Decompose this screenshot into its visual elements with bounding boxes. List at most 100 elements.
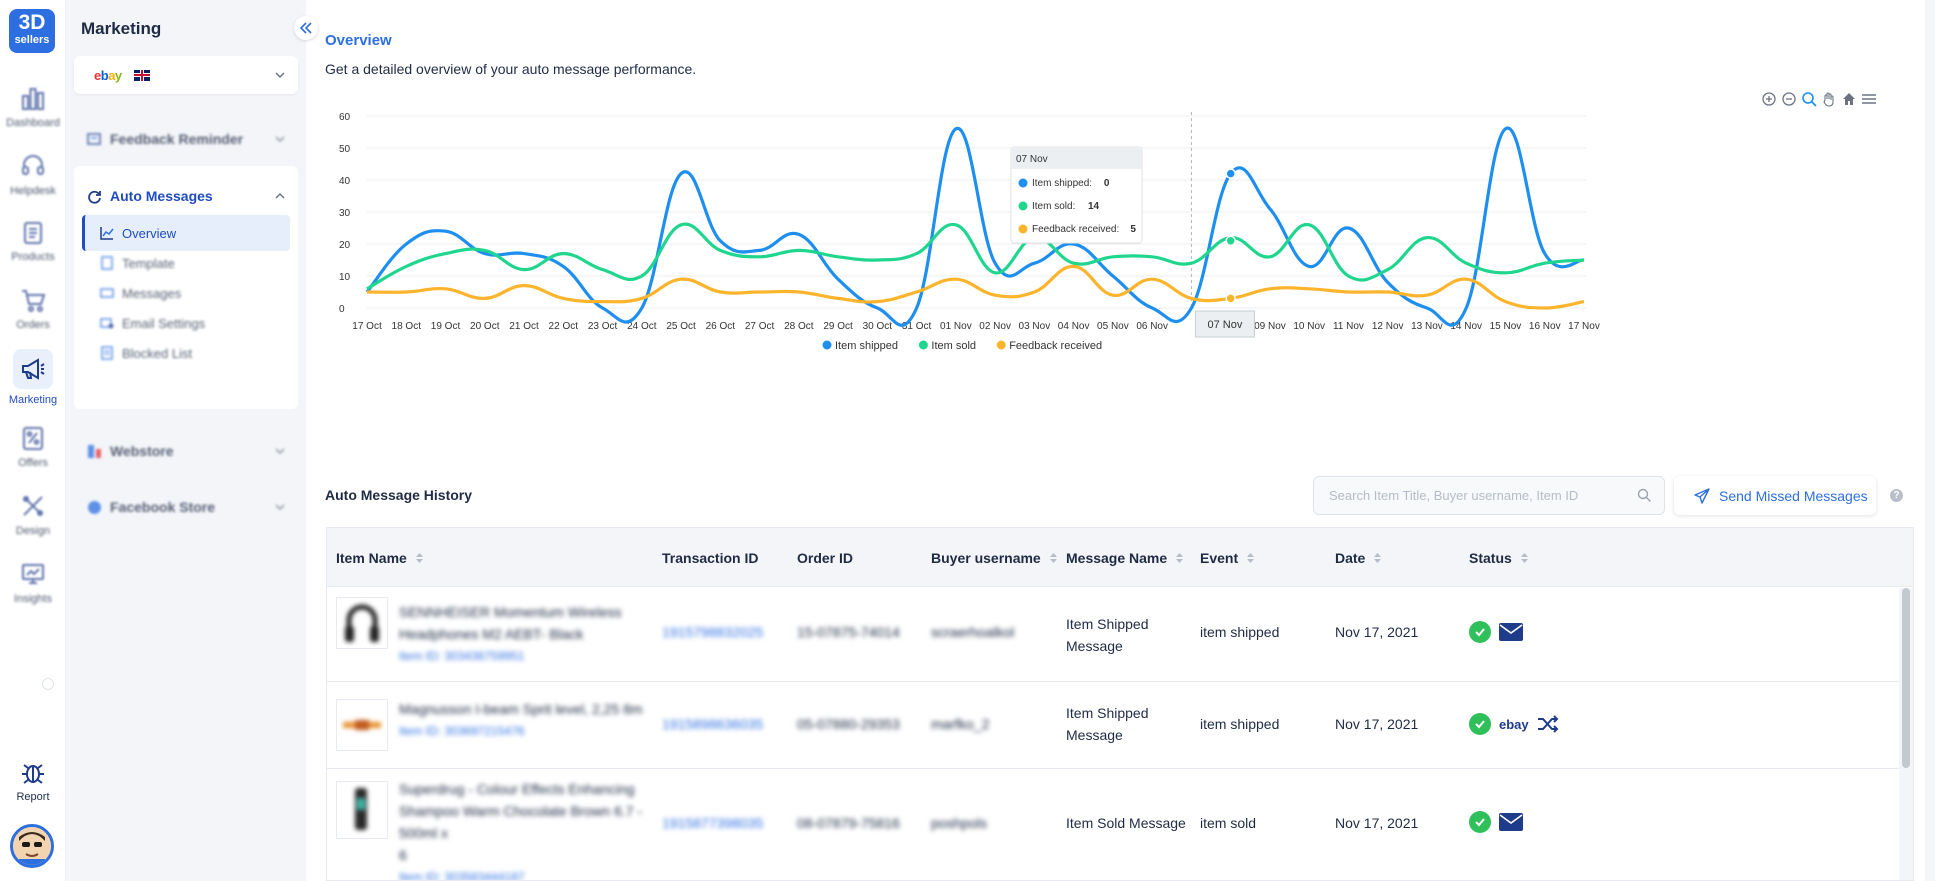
x-tick-label: 15 Nov <box>1490 321 1522 332</box>
nav-auto-messages[interactable]: Auto Messages <box>74 177 298 215</box>
nav-facebook-store[interactable]: Facebook Store <box>74 488 298 526</box>
sidebar-item-template[interactable]: Template <box>82 245 290 281</box>
sidebar-item-messages[interactable]: Messages <box>82 275 290 311</box>
page-scrollbar[interactable] <box>1925 0 1935 881</box>
pan-hand-icon[interactable] <box>1821 91 1837 107</box>
transaction-id[interactable]: 1915877398035 <box>662 815 764 831</box>
item-name: Superdrug - Colour Effects Enhancing Sha… <box>399 781 643 881</box>
x-tick-label: 11 Nov <box>1333 321 1364 332</box>
col-item-name[interactable]: Item Name <box>336 528 424 587</box>
date: Nov 17, 2021 <box>1335 624 1419 640</box>
bar-chart-icon <box>22 88 44 110</box>
rail-dashboard[interactable]: Dashboard <box>0 84 66 129</box>
reset-home-icon[interactable] <box>1841 91 1857 107</box>
table-row[interactable]: Superdrug - Colour Effects Enhancing Sha… <box>327 769 1899 881</box>
col-status[interactable]: Status <box>1469 528 1529 587</box>
history-search-input[interactable]: Search Item Title, Buyer username, Item … <box>1313 476 1665 515</box>
x-tick-label: 23 Oct <box>588 321 618 332</box>
hover-marker <box>1225 168 1236 179</box>
crosshair-label: 07 Nov <box>1207 319 1242 331</box>
event: item shipped <box>1200 716 1280 732</box>
table-header: Item Name Transaction ID Order ID Buyer … <box>327 528 1913 587</box>
rail-marketing[interactable]: Marketing <box>0 349 66 406</box>
x-tick-label: 28 Oct <box>784 321 814 332</box>
legend-label: Feedback received <box>1009 340 1102 352</box>
y-tick-label: 10 <box>339 272 351 283</box>
col-order-id: Order ID <box>797 549 854 566</box>
envelope-icon[interactable] <box>1499 813 1523 831</box>
sort-icon[interactable] <box>415 552 424 564</box>
menu-icon[interactable] <box>1861 91 1877 107</box>
sort-icon[interactable] <box>1373 552 1382 564</box>
rail-offers[interactable]: Offers <box>0 424 66 469</box>
sort-icon[interactable] <box>1175 552 1184 564</box>
webstore-icon <box>88 444 101 458</box>
paper-plane-icon <box>1694 487 1710 504</box>
rail-indicator <box>42 678 54 690</box>
date: Nov 17, 2021 <box>1335 815 1419 831</box>
app-logo[interactable]: 3D sellers <box>9 9 55 53</box>
megaphone-icon <box>22 358 45 380</box>
success-check-icon <box>1469 621 1491 643</box>
hover-marker <box>1225 293 1236 304</box>
tooltip-value: 5 <box>1130 224 1136 235</box>
avatar[interactable] <box>10 824 54 868</box>
rail-helpdesk[interactable]: Helpdesk <box>0 152 66 197</box>
nav-webstore[interactable]: Webstore <box>74 432 298 470</box>
rail-report[interactable]: Report <box>0 758 66 803</box>
col-date[interactable]: Date <box>1335 528 1382 587</box>
rail-design[interactable]: Design <box>0 492 66 537</box>
envelope-icon[interactable] <box>1499 623 1523 641</box>
col-message-name[interactable]: Message Name <box>1066 528 1184 587</box>
sidebar-item-overview[interactable]: Overview <box>82 215 290 251</box>
item-name: SENNHEISER Momentum Wireless Headphones … <box>399 604 622 663</box>
nav-feedback-reminder[interactable]: Feedback Reminder <box>74 120 298 158</box>
sidebar-item-blocked-list[interactable]: Blocked List <box>82 335 290 371</box>
x-tick-label: 14 Nov <box>1450 321 1482 332</box>
send-missed-messages-button[interactable]: Send Missed Messages <box>1674 476 1876 515</box>
marketplace-selector[interactable]: ebay <box>74 56 298 94</box>
main-content: Overview Get a detailed overview of your… <box>306 0 1935 881</box>
success-check-icon <box>1469 811 1491 833</box>
page-title: Overview <box>325 32 392 49</box>
table-scrollbar-thumb[interactable] <box>1902 588 1910 768</box>
zoom-in-icon[interactable] <box>1761 91 1777 107</box>
y-tick-label: 0 <box>339 304 345 315</box>
rail-orders[interactable]: Orders <box>0 286 66 331</box>
sort-icon[interactable] <box>1246 552 1255 564</box>
sort-icon[interactable] <box>1520 552 1529 564</box>
legend-label: Item shipped <box>835 340 898 352</box>
x-tick-label: 18 Oct <box>392 321 422 332</box>
rail-insights[interactable]: Insights <box>0 560 66 605</box>
message-name: Item Shipped Message <box>1066 705 1149 743</box>
x-tick-label: 31 Oct <box>902 321 932 332</box>
shuffle-icon[interactable] <box>1537 715 1559 733</box>
help-icon[interactable]: ? <box>1890 489 1903 502</box>
table-row[interactable]: Magnusson I-beam Sprit level, 2,25 8m It… <box>327 682 1899 769</box>
zoom-select-icon[interactable] <box>1801 91 1817 107</box>
series-line-item-shipped <box>365 126 1585 327</box>
chevron-down-icon <box>275 136 285 143</box>
sort-icon[interactable] <box>1049 552 1058 564</box>
transaction-id[interactable]: 1915898636035 <box>662 716 764 732</box>
chevron-up-icon <box>275 192 285 199</box>
order-id: 08-07879-75816 <box>797 815 900 831</box>
table-row[interactable]: SENNHEISER Momentum Wireless Headphones … <box>327 588 1899 682</box>
auto-message-icon <box>88 190 101 204</box>
x-tick-label: 10 Nov <box>1293 321 1325 332</box>
buyer-username: scraerhoalkol <box>931 624 1015 640</box>
facebook-store-icon <box>88 500 101 514</box>
zoom-out-icon[interactable] <box>1781 91 1797 107</box>
sidebar-item-email-settings[interactable]: Email Settings <box>82 305 290 341</box>
collapse-sidebar-button[interactable] <box>294 16 318 40</box>
col-event[interactable]: Event <box>1200 528 1255 587</box>
x-tick-label: 24 Oct <box>627 321 657 332</box>
table-scrollbar[interactable] <box>1899 588 1913 880</box>
x-tick-label: 21 Oct <box>509 321 539 332</box>
rail-products[interactable]: Products <box>0 218 66 263</box>
message-name: Item Shipped Message <box>1066 616 1149 654</box>
transaction-id[interactable]: 1915798832025 <box>662 624 764 640</box>
bug-icon <box>22 764 44 784</box>
col-buyer-username[interactable]: Buyer username <box>931 528 1058 587</box>
